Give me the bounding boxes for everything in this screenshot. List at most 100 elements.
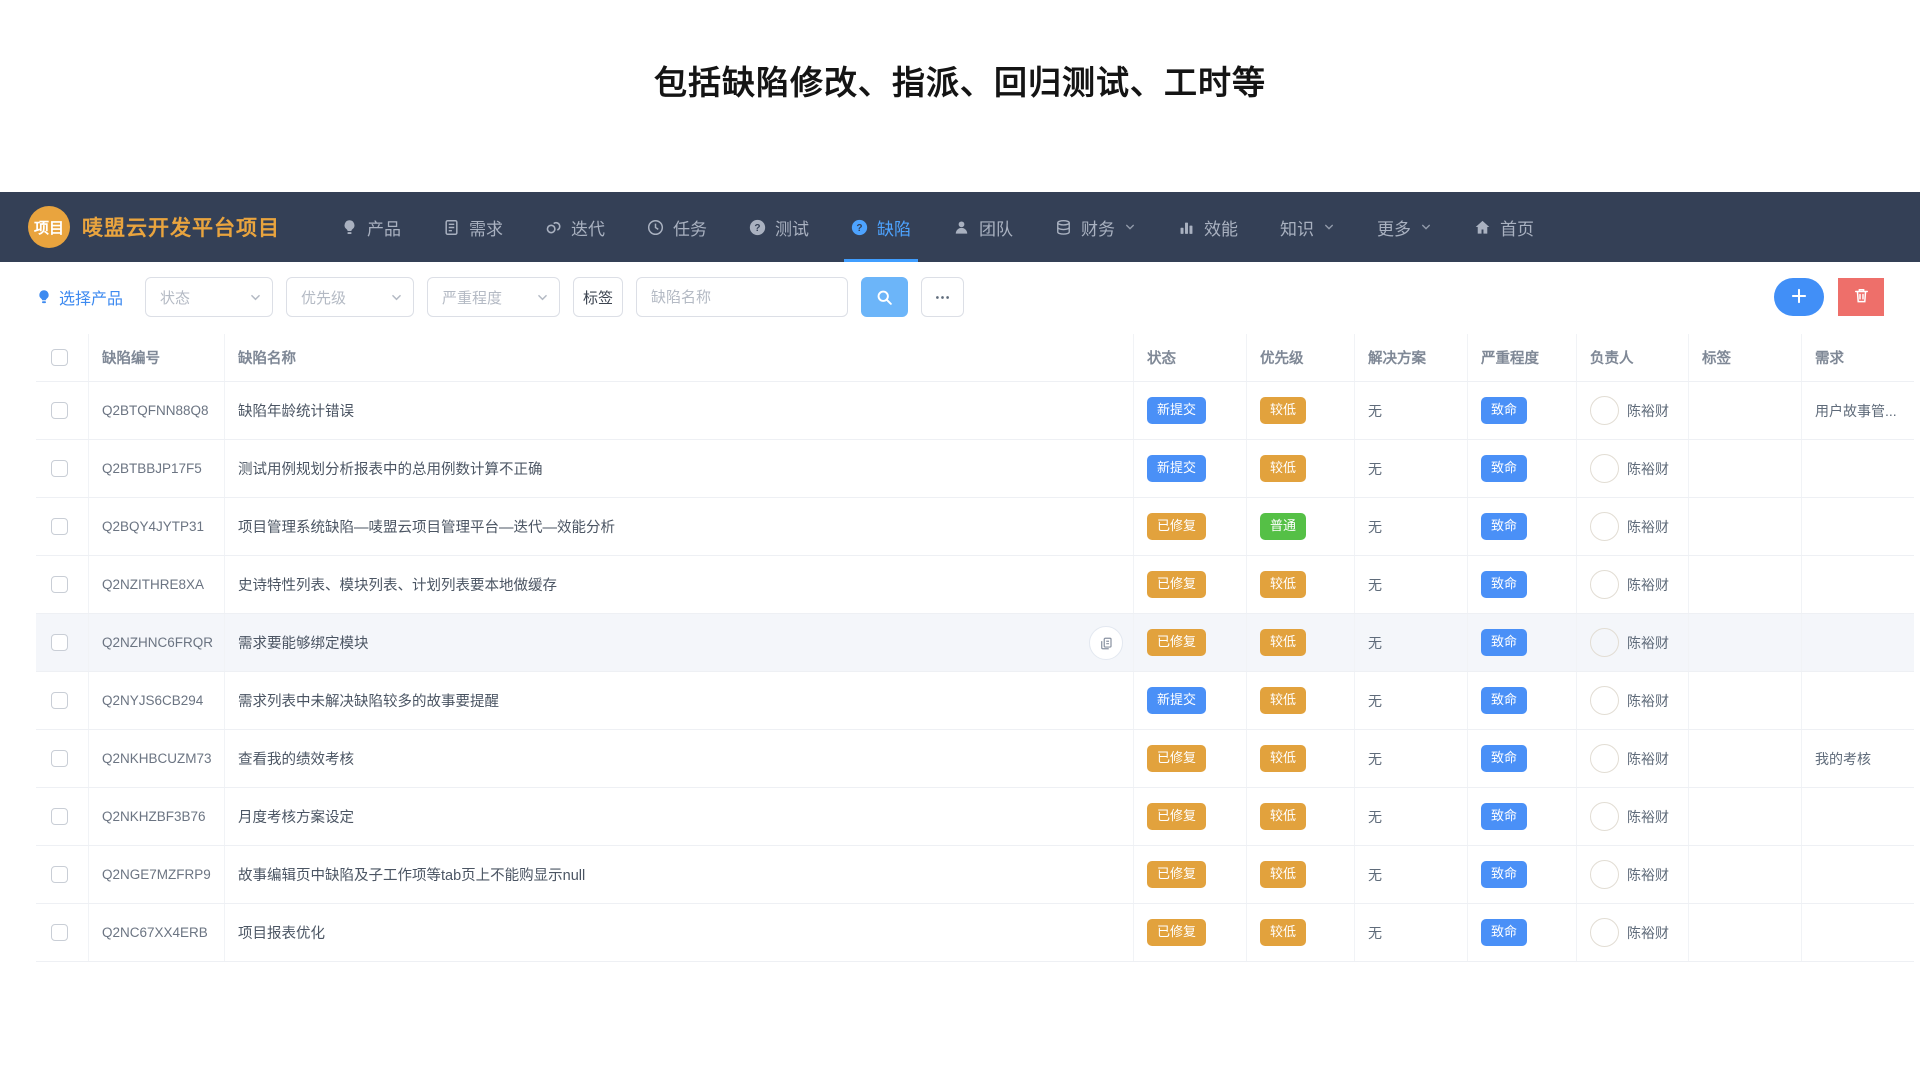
- select-product-button[interactable]: 选择产品: [36, 285, 123, 309]
- row-checkbox[interactable]: [51, 402, 68, 419]
- defect-id-cell: Q2BTBBJP17F5: [89, 440, 225, 497]
- severity-filter-select[interactable]: 严重程度: [427, 277, 561, 317]
- defect-name-cell[interactable]: 项目管理系统缺陷—唛盟云项目管理平台—迭代—效能分析: [225, 498, 1134, 555]
- status-badge: 致命: [1481, 919, 1528, 946]
- table-row[interactable]: Q2NYJS6CB294 需求列表中未解决缺陷较多的故事要提醒 新提交 较低 无致命 陈裕…: [36, 672, 1914, 730]
- owner: 陈裕财: [1590, 512, 1669, 541]
- nav-item-perf[interactable]: 效能: [1157, 192, 1259, 262]
- row-checkbox[interactable]: [51, 924, 68, 941]
- row-checkbox-cell: [36, 498, 89, 555]
- defect-id-cell: Q2BTQFNN88Q8: [89, 382, 225, 439]
- row-checkbox[interactable]: [51, 634, 68, 651]
- nav-item-finance[interactable]: 财务: [1034, 192, 1157, 262]
- nav-item-more[interactable]: 更多: [1356, 192, 1453, 262]
- severity-cell: 致命: [1468, 904, 1577, 961]
- nav-item-iteration[interactable]: 迭代: [524, 192, 626, 262]
- defect-name-cell[interactable]: 查看我的绩效考核: [225, 730, 1134, 787]
- search-button[interactable]: [861, 277, 909, 317]
- defect-name-input[interactable]: [636, 277, 849, 317]
- table-row[interactable]: Q2NZHNC6FRQR 需求要能够绑定模块 已修复 较低 无致命 陈裕财: [36, 614, 1914, 672]
- tag-cell: [1689, 556, 1802, 613]
- owner: 陈裕财: [1590, 396, 1669, 425]
- defect-name-cell[interactable]: 测试用例规划分析报表中的总用例数计算不正确: [225, 440, 1134, 497]
- status-badge: 较低: [1260, 571, 1307, 598]
- nav-item-test[interactable]: ? 测试: [728, 192, 830, 262]
- owner-cell: 陈裕财: [1577, 788, 1689, 845]
- status-cell: 已修复: [1134, 614, 1247, 671]
- row-checkbox[interactable]: [51, 460, 68, 477]
- nav-item-knowledge[interactable]: 知识: [1259, 192, 1356, 262]
- row-checkbox[interactable]: [51, 692, 68, 709]
- requirement-cell: [1802, 846, 1914, 903]
- column-header-2: 状态: [1134, 334, 1247, 381]
- select-all-checkbox[interactable]: [51, 349, 68, 366]
- tag-cell: [1689, 498, 1802, 555]
- tag-cell: [1689, 904, 1802, 961]
- row-checkbox-cell: [36, 672, 89, 729]
- defect-id-cell: Q2NKHBCUZM73: [89, 730, 225, 787]
- add-defect-button[interactable]: [1774, 278, 1824, 316]
- copy-button[interactable]: [1089, 626, 1123, 660]
- nav-item-defect[interactable]: ? 缺陷: [830, 192, 932, 262]
- defect-name-cell[interactable]: 需求要能够绑定模块: [225, 614, 1134, 671]
- owner-name: 陈裕财: [1627, 924, 1669, 941]
- status-badge: 已修复: [1147, 861, 1207, 888]
- delete-button[interactable]: [1838, 278, 1884, 316]
- defect-name-cell[interactable]: 故事编辑页中缺陷及子工作项等tab页上不能购显示null: [225, 846, 1134, 903]
- row-checkbox[interactable]: [51, 750, 68, 767]
- owner: 陈裕财: [1590, 570, 1669, 599]
- tag-filter-button[interactable]: 标签: [573, 277, 624, 317]
- priority-cell: 较低: [1247, 672, 1355, 729]
- status-badge: 已修复: [1147, 629, 1207, 656]
- priority-cell: 较低: [1247, 788, 1355, 845]
- row-checkbox[interactable]: [51, 866, 68, 883]
- status-badge: 已修复: [1147, 513, 1207, 540]
- row-checkbox[interactable]: [51, 808, 68, 825]
- column-header-6: 负责人: [1577, 334, 1689, 381]
- table-row[interactable]: Q2NKHBCUZM73 查看我的绩效考核 已修复 较低 无致命 陈裕财 我的考核: [36, 730, 1914, 788]
- defect-name-cell[interactable]: 月度考核方案设定: [225, 788, 1134, 845]
- status-badge: 较低: [1260, 745, 1307, 772]
- table-row[interactable]: Q2NZITHRE8XA 史诗特性列表、模块列表、计划列表要本地做缓存 已修复 较低 无…: [36, 556, 1914, 614]
- nav-item-task[interactable]: 任务: [626, 192, 728, 262]
- requirement-cell: [1802, 614, 1914, 671]
- owner-name: 陈裕财: [1627, 634, 1669, 651]
- solution-cell: 无: [1355, 556, 1468, 613]
- status-badge: 致命: [1481, 861, 1528, 888]
- nav-item-home[interactable]: 首页: [1453, 192, 1555, 262]
- table-row[interactable]: Q2NKHZBF3B76 月度考核方案设定 已修复 较低 无致命 陈裕财: [36, 788, 1914, 846]
- row-checkbox-cell: [36, 556, 89, 613]
- plus-icon: [1790, 287, 1808, 305]
- table-row[interactable]: Q2BQY4JYTP31 项目管理系统缺陷—唛盟云项目管理平台—迭代—效能分析 已修…: [36, 498, 1914, 556]
- nav-menu: 产品 需求 迭代 任务? 测试? 缺陷 团队 财务 效能 知识 更多 首页: [320, 192, 1555, 262]
- owner: 陈裕财: [1590, 744, 1669, 773]
- status-badge: 致命: [1481, 687, 1528, 714]
- owner-cell: 陈裕财: [1577, 846, 1689, 903]
- table-row[interactable]: Q2NGE7MZFRP9 故事编辑页中缺陷及子工作项等tab页上不能购显示null…: [36, 846, 1914, 904]
- table-row[interactable]: Q2BTBBJP17F5 测试用例规划分析报表中的总用例数计算不正确 新提交 较低 无致…: [36, 440, 1914, 498]
- defect-name-cell[interactable]: 需求列表中未解决缺陷较多的故事要提醒: [225, 672, 1134, 729]
- priority-cell: 较低: [1247, 556, 1355, 613]
- nav-item-product[interactable]: 产品: [320, 192, 422, 262]
- nav-item-story[interactable]: 需求: [422, 192, 524, 262]
- row-checkbox[interactable]: [51, 576, 68, 593]
- status-badge: 较低: [1260, 629, 1307, 656]
- avatar: [1590, 802, 1619, 831]
- row-checkbox[interactable]: [51, 518, 68, 535]
- defect-name-cell[interactable]: 史诗特性列表、模块列表、计划列表要本地做缓存: [225, 556, 1134, 613]
- nav-item-team[interactable]: 团队: [932, 192, 1034, 262]
- owner-name: 陈裕财: [1627, 460, 1669, 477]
- severity-cell: 致命: [1468, 672, 1577, 729]
- row-checkbox-cell: [36, 382, 89, 439]
- table-row[interactable]: Q2BTQFNN88Q8 缺陷年龄统计错误 新提交 较低 无致命 陈裕财 用户故事管...: [36, 382, 1914, 440]
- table-row[interactable]: Q2NC67XX4ERB 项目报表优化 已修复 较低 无致命 陈裕财: [36, 904, 1914, 962]
- status-filter-select[interactable]: 状态: [145, 277, 274, 317]
- priority-filter-select[interactable]: 优先级: [286, 277, 415, 317]
- nav-item-label: 缺陷: [877, 219, 911, 239]
- defect-id-cell: Q2NZITHRE8XA: [89, 556, 225, 613]
- tag-cell: [1689, 788, 1802, 845]
- more-filters-button[interactable]: [921, 277, 965, 317]
- defect-name-cell[interactable]: 项目报表优化: [225, 904, 1134, 961]
- status-badge: 致命: [1481, 571, 1528, 598]
- defect-name-cell[interactable]: 缺陷年龄统计错误: [225, 382, 1134, 439]
